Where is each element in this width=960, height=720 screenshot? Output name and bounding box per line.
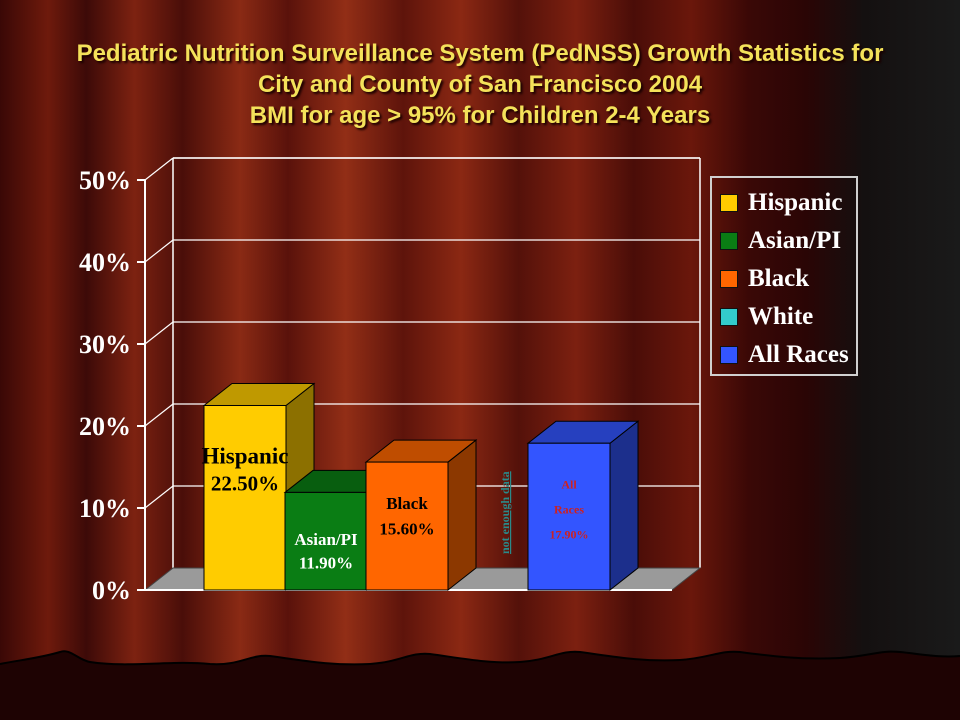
gridline-side [144, 485, 174, 509]
legend-swatch-all-races [720, 346, 738, 364]
title-line-1: Pediatric Nutrition Surveillance System … [76, 40, 884, 67]
bar-label-white: not enough data [498, 471, 512, 554]
y-tick-label: 40% [79, 248, 131, 277]
y-tick-label: 10% [79, 494, 131, 523]
gridline-side [144, 239, 174, 263]
legend-label-all-races: All Races [748, 341, 849, 368]
legend-label-asian-pi: Asian/PI [748, 227, 842, 254]
bar-label-all-races: Races [554, 502, 584, 516]
gridline-side [144, 321, 174, 345]
bar-all-races [527, 442, 611, 591]
chart-legend: Hispanic Asian/PI Black White All Races [710, 176, 858, 376]
bar-black [365, 461, 449, 591]
bar-label-asian-pi: 11.90% [299, 554, 353, 573]
legend-item-white: White [720, 302, 813, 332]
legend-swatch-asian-pi [720, 232, 738, 250]
legend-item-asian-pi: Asian/PI [720, 226, 841, 256]
bar-label-black: 15.60% [379, 520, 434, 539]
bar-label-hispanic: Hispanic [202, 443, 289, 468]
legend-label-white: White [748, 303, 814, 330]
legend-label-black: Black [748, 265, 810, 292]
gridline-side [144, 403, 174, 427]
title-line-3: BMI for age > 95% for Children 2-4 Years [249, 102, 711, 129]
legend-swatch-hispanic [720, 194, 738, 212]
bar-label-all-races: All [561, 478, 577, 492]
legend-label-hispanic: Hispanic [748, 189, 843, 216]
chart-title: Pediatric Nutrition Surveillance System … [40, 38, 920, 131]
bar-label-all-races: 17.90% [550, 527, 589, 541]
gridline-side [144, 157, 174, 181]
legend-swatch-black [720, 270, 738, 288]
legend-item-all-races: All Races [720, 340, 849, 370]
y-tick-label: 20% [79, 412, 131, 441]
legend-item-black: Black [720, 264, 809, 294]
bar-label-hispanic: 22.50% [211, 471, 279, 495]
bar-black-side [447, 439, 477, 592]
y-tick-label: 0% [92, 576, 131, 605]
legend-swatch-white [720, 308, 738, 326]
bar-label-black: Black [386, 494, 428, 513]
curtain-hem-decoration [0, 650, 960, 720]
bar-hispanic [203, 405, 287, 591]
bar-label-asian-pi: Asian/PI [294, 530, 358, 549]
title-line-2: City and County of San Francisco 2004 [257, 71, 703, 98]
bar-all-races-side [609, 420, 639, 592]
bar-asian-pi [284, 491, 368, 591]
legend-item-hispanic: Hispanic [720, 188, 842, 218]
y-tick-label: 30% [79, 330, 131, 359]
y-tick-label: 50% [79, 166, 131, 195]
